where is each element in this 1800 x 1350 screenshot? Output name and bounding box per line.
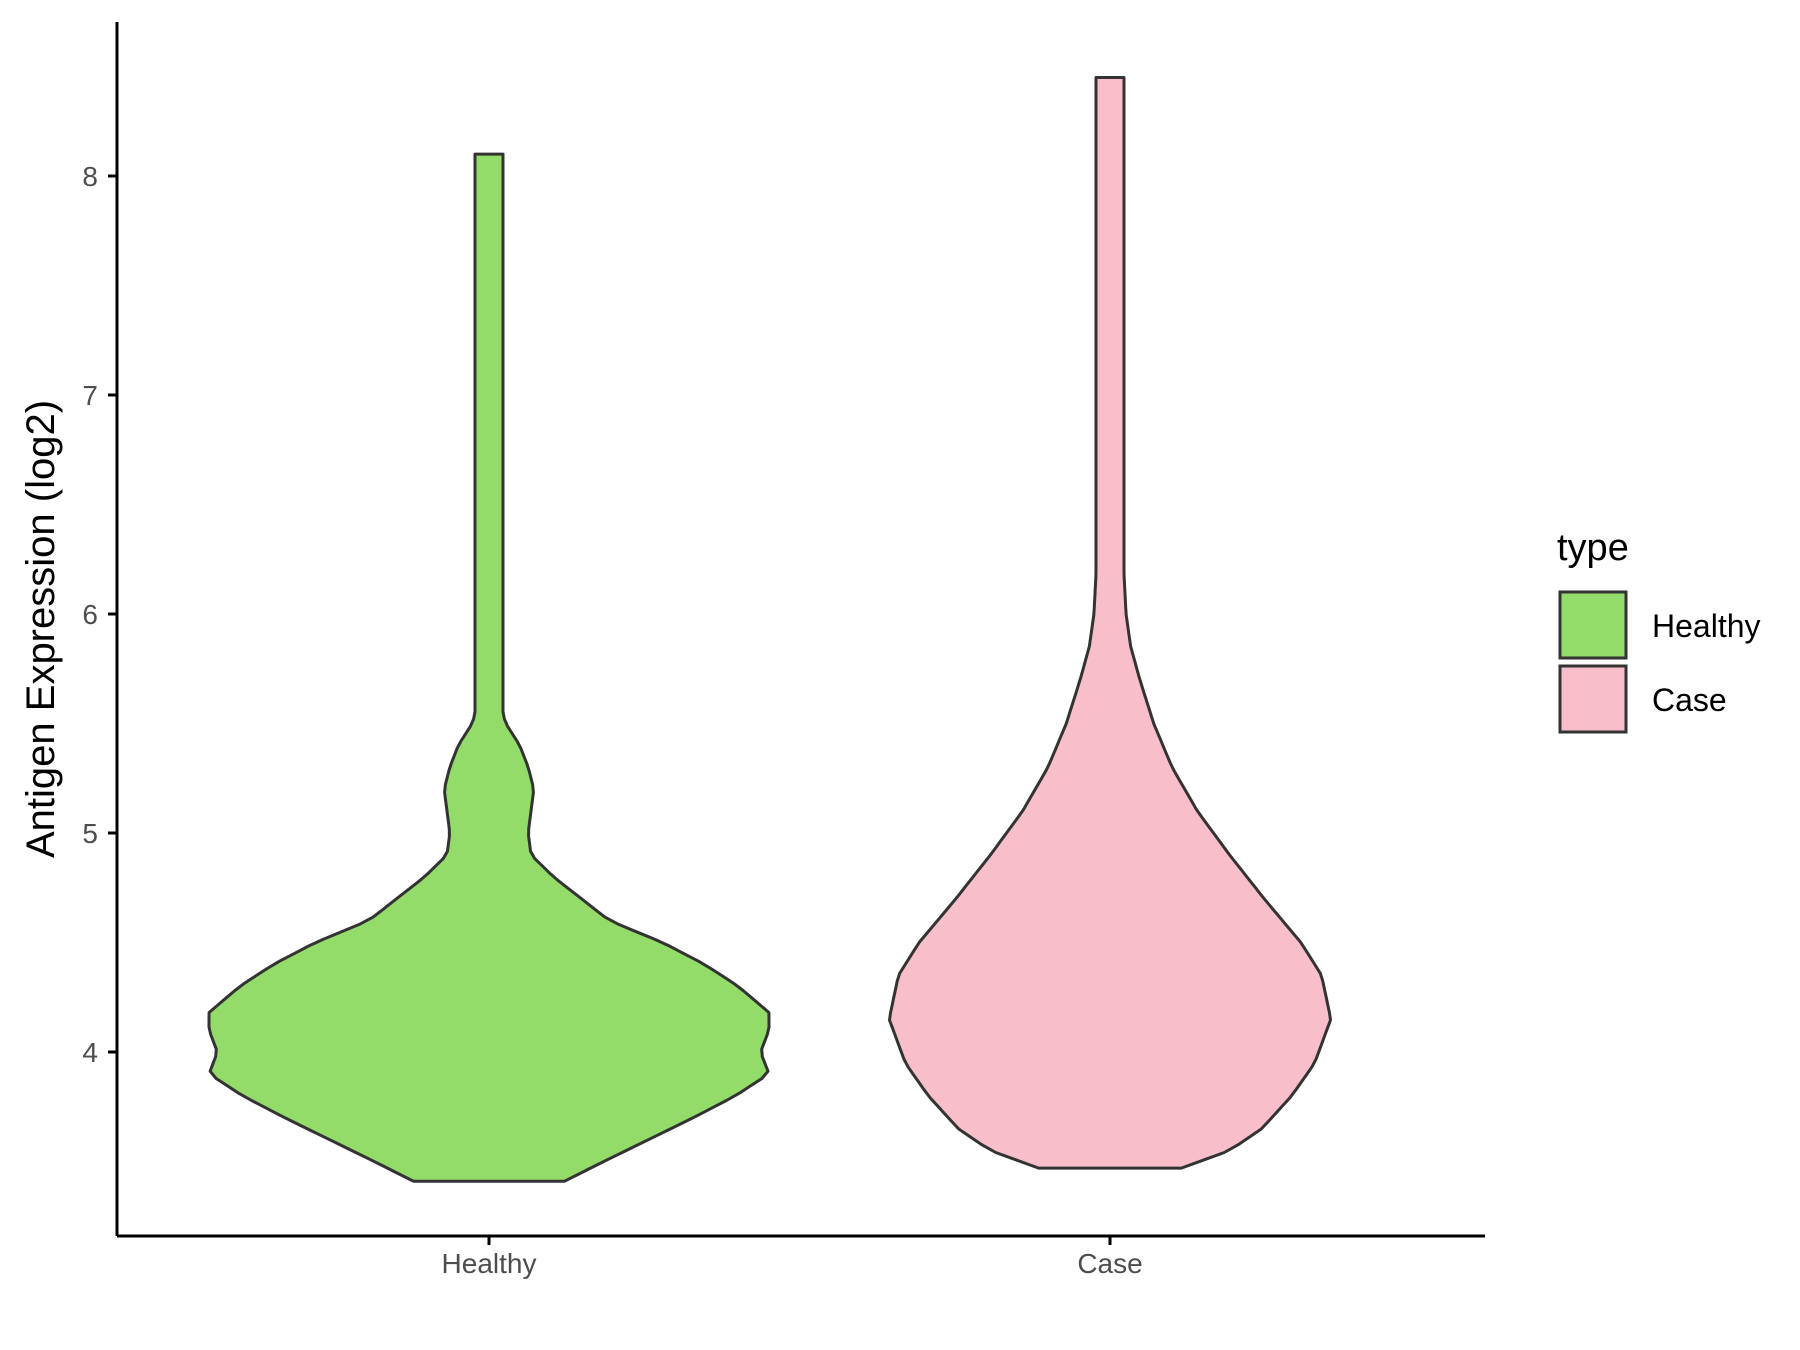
legend-label-healthy: Healthy: [1652, 608, 1761, 644]
legend-key-case: [1558, 664, 1628, 734]
y-tick-label: 7: [82, 380, 98, 411]
y-tick-label: 5: [82, 818, 98, 849]
legend: type Healthy Case: [1557, 527, 1761, 734]
x-axis-ticks: Healthy Case: [442, 1236, 1143, 1279]
violin-case: [888, 76, 1332, 1170]
y-axis-title: Antigen Expression (log2): [19, 400, 63, 858]
violin-layer: [207, 76, 1332, 1183]
legend-key-healthy: [1558, 590, 1628, 660]
y-tick-label: 6: [82, 599, 98, 630]
y-axis-ticks: 4 5 6 7 8: [82, 161, 117, 1068]
x-tick-label-case: Case: [1077, 1248, 1142, 1279]
legend-label-case: Case: [1652, 682, 1727, 718]
legend-title: type: [1557, 527, 1629, 569]
y-tick-label: 4: [82, 1037, 98, 1068]
violin-healthy: [207, 152, 771, 1183]
x-tick-label-healthy: Healthy: [442, 1248, 537, 1279]
y-tick-label: 8: [82, 161, 98, 192]
